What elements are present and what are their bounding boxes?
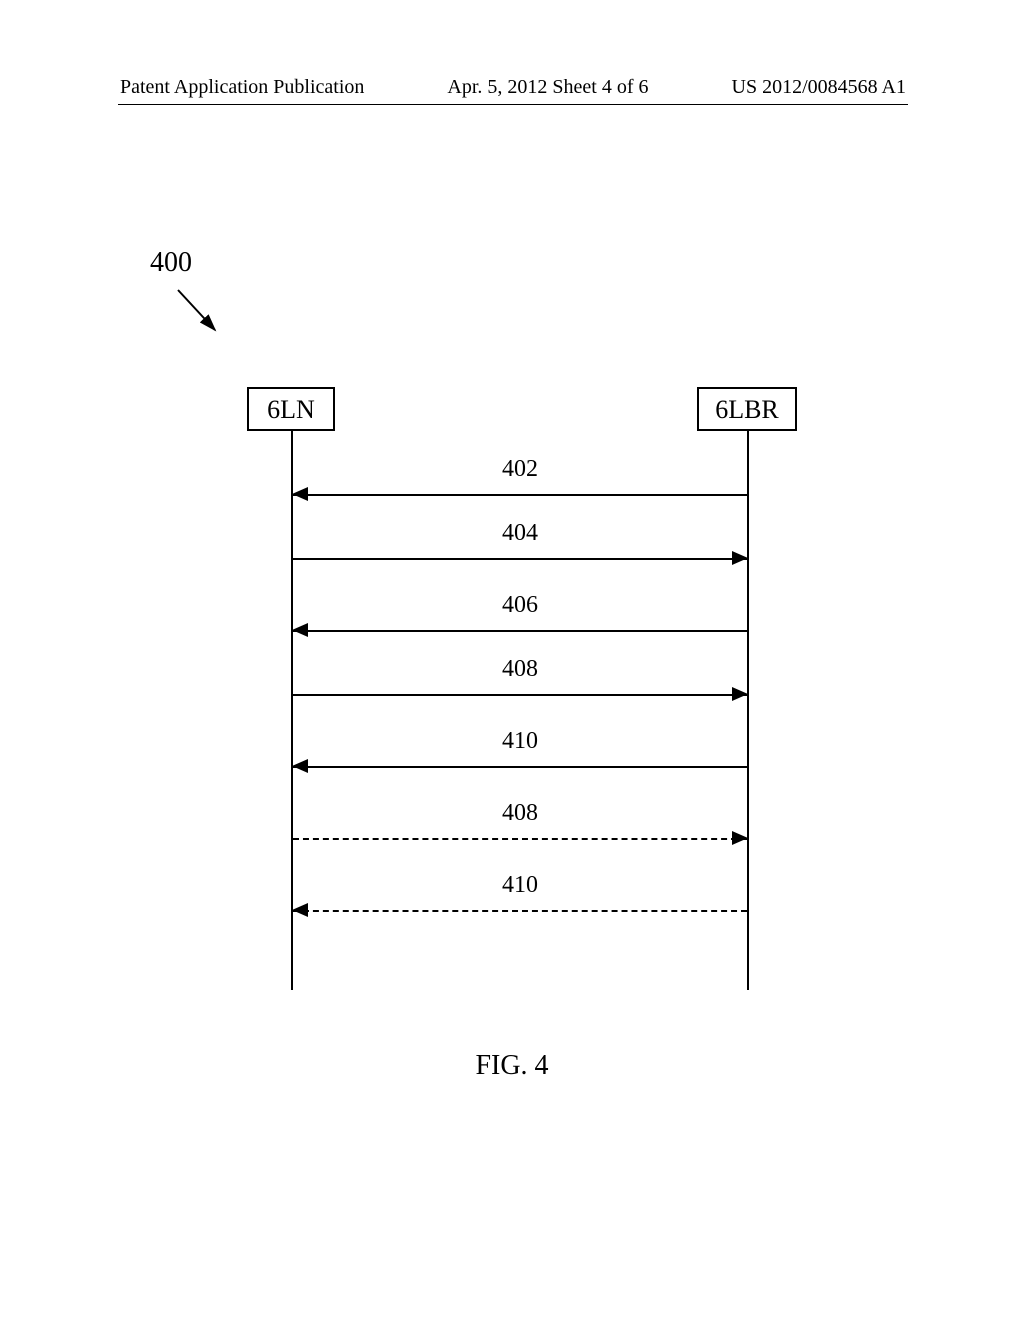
arrowhead-right-icon	[732, 551, 748, 565]
message-line	[293, 910, 747, 912]
header-left: Patent Application Publication	[120, 76, 364, 99]
lifeline-6lbr	[747, 431, 749, 990]
message-arrow: 408	[293, 828, 747, 858]
page: Patent Application Publication Apr. 5, 2…	[0, 0, 1024, 1320]
message-line	[293, 694, 747, 696]
arrowhead-right-icon	[732, 831, 748, 845]
message-label: 406	[293, 592, 747, 619]
arrowhead-left-icon	[292, 903, 308, 917]
arrowhead-right-icon	[732, 687, 748, 701]
message-arrow: 410	[293, 756, 747, 786]
header-right: US 2012/0084568 A1	[732, 76, 906, 99]
participant-6lbr-box: 6LBR	[697, 387, 797, 431]
figure-ref-number: 400	[150, 247, 192, 279]
message-label: 404	[293, 520, 747, 547]
message-arrow: 404	[293, 548, 747, 578]
participant-6ln-box: 6LN	[247, 387, 335, 431]
participant-6ln-label: 6LN	[267, 395, 315, 424]
arrowhead-left-icon	[292, 759, 308, 773]
message-arrow: 408	[293, 684, 747, 714]
message-line	[293, 630, 747, 632]
message-label: 402	[293, 456, 747, 483]
message-label: 408	[293, 800, 747, 827]
message-arrow: 410	[293, 900, 747, 930]
message-line	[293, 558, 747, 560]
message-arrow: 406	[293, 620, 747, 650]
header-center: Apr. 5, 2012 Sheet 4 of 6	[447, 76, 648, 99]
message-arrow: 402	[293, 484, 747, 514]
arrowhead-left-icon	[292, 487, 308, 501]
message-line	[293, 838, 747, 840]
figure-ref-arrow-icon	[173, 285, 253, 365]
figure-caption: FIG. 4	[0, 1050, 1024, 1082]
message-label: 408	[293, 656, 747, 683]
message-label: 410	[293, 872, 747, 899]
participant-6lbr-label: 6LBR	[715, 395, 779, 424]
message-line	[293, 766, 747, 768]
page-header: Patent Application Publication Apr. 5, 2…	[0, 76, 1024, 99]
message-label: 410	[293, 728, 747, 755]
message-line	[293, 494, 747, 496]
arrowhead-left-icon	[292, 623, 308, 637]
header-rule	[118, 104, 908, 105]
